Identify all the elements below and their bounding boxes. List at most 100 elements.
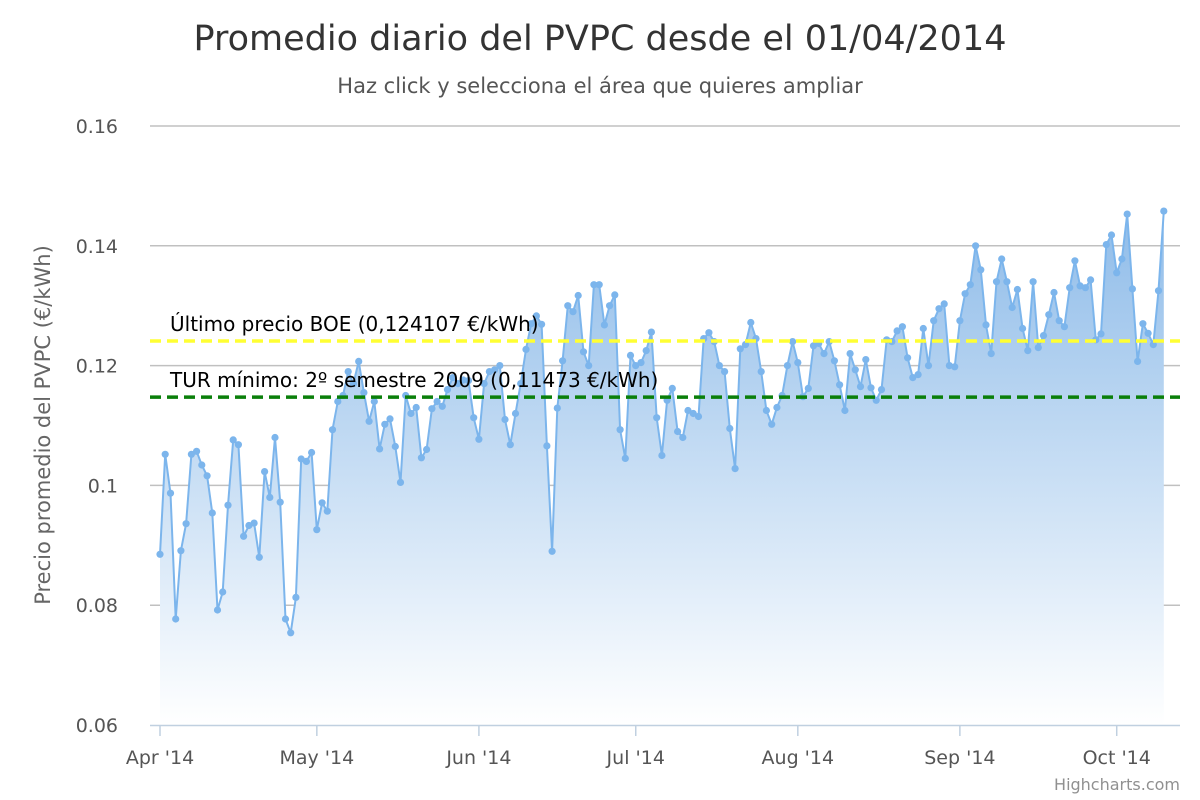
data-point[interactable] — [679, 433, 687, 442]
data-point[interactable] — [606, 302, 614, 310]
data-point[interactable] — [966, 281, 974, 289]
data-point[interactable] — [851, 366, 859, 374]
data-point[interactable] — [595, 281, 603, 289]
data-point[interactable] — [674, 427, 682, 436]
data-point[interactable] — [1154, 287, 1163, 295]
data-point[interactable] — [998, 255, 1006, 263]
data-point[interactable] — [219, 588, 227, 596]
data-point[interactable] — [559, 357, 567, 365]
data-point[interactable] — [914, 371, 922, 379]
data-point[interactable] — [480, 380, 488, 388]
data-point[interactable] — [867, 384, 875, 392]
data-point[interactable] — [412, 403, 420, 412]
data-point[interactable] — [972, 242, 980, 250]
data-point[interactable] — [213, 606, 222, 614]
data-point[interactable] — [475, 435, 483, 443]
data-point[interactable] — [438, 402, 446, 410]
data-point[interactable] — [386, 415, 394, 423]
data-point[interactable] — [1134, 357, 1142, 365]
data-point[interactable] — [428, 405, 436, 413]
data-point[interactable] — [224, 501, 232, 509]
data-point[interactable] — [611, 291, 619, 299]
data-point[interactable] — [240, 532, 248, 540]
data-point[interactable] — [1081, 284, 1089, 292]
data-point[interactable] — [1039, 332, 1048, 340]
data-point[interactable] — [621, 454, 629, 462]
data-point[interactable] — [951, 363, 959, 371]
data-point[interactable] — [203, 472, 211, 480]
data-point[interactable] — [407, 409, 415, 418]
data-point[interactable] — [193, 447, 201, 455]
data-point[interactable] — [1019, 324, 1027, 333]
data-point[interactable] — [668, 384, 676, 392]
data-point[interactable] — [836, 381, 844, 389]
data-point[interactable] — [653, 414, 661, 422]
data-point[interactable] — [590, 281, 598, 289]
data-point[interactable] — [187, 450, 195, 458]
data-point[interactable] — [464, 377, 473, 385]
data-point[interactable] — [517, 380, 525, 388]
data-point[interactable] — [396, 478, 405, 486]
data-point[interactable] — [956, 317, 964, 325]
data-point[interactable] — [747, 318, 755, 327]
data-point[interactable] — [255, 553, 263, 561]
data-point[interactable] — [846, 350, 854, 358]
data-point[interactable] — [841, 406, 849, 415]
credits-link[interactable]: Highcharts.com — [1054, 775, 1180, 794]
data-point[interactable] — [548, 547, 556, 555]
data-point[interactable] — [684, 406, 692, 415]
data-point[interactable] — [961, 290, 969, 298]
data-point[interactable] — [940, 300, 948, 308]
data-point[interactable] — [1144, 329, 1152, 337]
data-point[interactable] — [789, 338, 797, 346]
data-point[interactable] — [182, 520, 190, 528]
data-point[interactable] — [234, 441, 242, 449]
data-point[interactable] — [1139, 320, 1147, 328]
data-point[interactable] — [538, 320, 546, 328]
data-point[interactable] — [893, 327, 901, 335]
data-point[interactable] — [365, 417, 373, 425]
data-point[interactable] — [773, 403, 781, 412]
data-point[interactable] — [423, 445, 431, 454]
data-point[interactable] — [156, 550, 164, 558]
data-point[interactable] — [1149, 341, 1157, 349]
data-point[interactable] — [355, 357, 363, 365]
data-point[interactable] — [459, 376, 467, 384]
data-point[interactable] — [783, 362, 792, 370]
data-point[interactable] — [177, 547, 185, 555]
data-point[interactable] — [391, 442, 399, 451]
data-point[interactable] — [334, 397, 342, 406]
data-point[interactable] — [569, 308, 577, 316]
data-point[interactable] — [982, 321, 990, 329]
data-point[interactable] — [376, 445, 384, 453]
data-point[interactable] — [1066, 284, 1074, 292]
data-point[interactable] — [919, 324, 927, 333]
data-point[interactable] — [694, 412, 703, 421]
data-point[interactable] — [1060, 323, 1068, 331]
data-point[interactable] — [276, 498, 284, 506]
data-point[interactable] — [741, 341, 750, 349]
data-point[interactable] — [642, 347, 650, 355]
data-point[interactable] — [281, 615, 290, 623]
data-point[interactable] — [360, 389, 368, 397]
data-point[interactable] — [1123, 210, 1131, 218]
data-point[interactable] — [585, 362, 593, 370]
data-point[interactable] — [762, 406, 771, 415]
data-point[interactable] — [830, 357, 839, 365]
data-point[interactable] — [909, 374, 917, 382]
data-point[interactable] — [470, 414, 478, 422]
data-point[interactable] — [553, 404, 561, 412]
data-point[interactable] — [166, 489, 175, 497]
data-point[interactable] — [349, 380, 357, 388]
data-point[interactable] — [292, 593, 300, 602]
data-point[interactable] — [600, 321, 609, 329]
data-point[interactable] — [626, 351, 635, 359]
data-point[interactable] — [726, 424, 734, 433]
data-point[interactable] — [904, 354, 912, 362]
data-point[interactable] — [344, 368, 352, 376]
data-point[interactable] — [1118, 255, 1126, 263]
data-point[interactable] — [250, 519, 258, 527]
data-point[interactable] — [323, 507, 331, 515]
data-point[interactable] — [543, 442, 551, 450]
data-point[interactable] — [381, 420, 389, 428]
